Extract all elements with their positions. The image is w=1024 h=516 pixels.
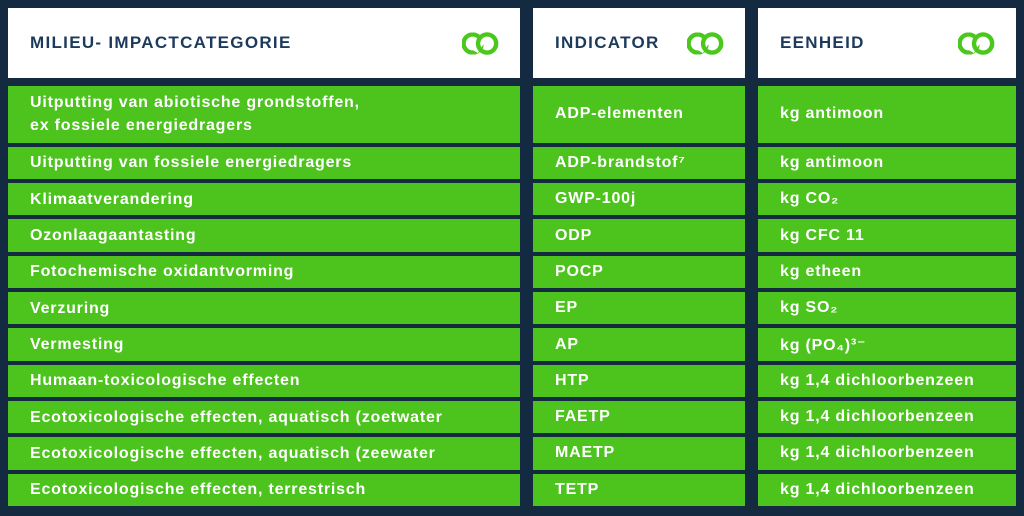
table-row: Verzuring EP kg SO₂: [8, 292, 1016, 325]
category-cell: Ozonlaagaantasting: [8, 219, 520, 252]
table-row: Ecotoxicologische effecten, aquatisch (z…: [8, 437, 1016, 470]
header-cell-eenheid: EENHEID: [758, 8, 1016, 78]
header-label-milieu-impactcategorie: MILIEU- IMPACTCATEGORIE: [30, 33, 292, 52]
indicator-cell: TETP: [533, 473, 745, 506]
indicator-cell: GWP-100j: [533, 183, 745, 216]
table-row: Humaan-toxicologische effecten HTP kg 1,…: [8, 364, 1016, 397]
indicator-cell: FAETP: [533, 400, 745, 434]
indicator-cell: ADP-elementen: [533, 86, 745, 143]
unit-cell: kg 1,4 dichloorbenzeen: [758, 473, 1016, 506]
table-row: Klimaatverandering GWP-100j kg CO₂: [8, 183, 1016, 216]
unit-cell: kg CFC 11: [758, 219, 1016, 252]
category-cell: Klimaatverandering: [8, 183, 520, 216]
indicator-cell: POCP: [533, 255, 745, 289]
unit-cell: kg 1,4 dichloorbenzeen: [758, 364, 1016, 397]
unit-cell: kg etheen: [758, 255, 1016, 289]
unit-cell: kg 1,4 dichloorbenzeen: [758, 400, 1016, 434]
infinity-icon: [957, 31, 995, 55]
infinity-icon: [461, 31, 499, 55]
category-cell: Ecotoxicologische effecten, terrestrisch: [8, 473, 520, 506]
table-row: Uitputting van abiotische grondstoffen, …: [8, 86, 1016, 143]
indicator-cell: AP: [533, 328, 745, 361]
table-row: Uitputting van fossiele energiedragers A…: [8, 146, 1016, 180]
unit-cell: kg CO₂: [758, 183, 1016, 216]
table-row: Fotochemische oxidantvorming POCP kg eth…: [8, 255, 1016, 289]
indicator-cell: EP: [533, 292, 745, 325]
unit-cell: kg antimoon: [758, 86, 1016, 143]
indicator-cell: MAETP: [533, 437, 745, 470]
category-cell: Uitputting van fossiele energiedragers: [8, 146, 520, 180]
table-row: Vermesting AP kg (PO₄)³⁻: [8, 328, 1016, 361]
infinity-icon: [686, 31, 724, 55]
header-cell-indicator: INDICATOR: [533, 8, 745, 78]
indicator-cell: ADP-brandstof⁷: [533, 146, 745, 180]
header-label-eenheid: EENHEID: [780, 33, 865, 52]
unit-cell: kg (PO₄)³⁻: [758, 328, 1016, 361]
category-cell: Verzuring: [8, 292, 520, 325]
table-row: Ozonlaagaantasting ODP kg CFC 11: [8, 219, 1016, 252]
header-cell-milieu-impactcategorie: MILIEU- IMPACTCATEGORIE: [8, 8, 520, 78]
table-row: Ecotoxicologische effecten, terrestrisch…: [8, 473, 1016, 506]
indicator-cell: ODP: [533, 219, 745, 252]
unit-cell: kg antimoon: [758, 146, 1016, 180]
category-cell: Fotochemische oxidantvorming: [8, 255, 520, 289]
table-body: Uitputting van abiotische grondstoffen, …: [8, 86, 1016, 506]
indicator-cell: HTP: [533, 364, 745, 397]
table-row: Ecotoxicologische effecten, aquatisch (z…: [8, 400, 1016, 434]
category-cell: Uitputting van abiotische grondstoffen, …: [8, 86, 520, 143]
category-cell: Humaan-toxicologische effecten: [8, 364, 520, 397]
table-header-row: MILIEU- IMPACTCATEGORIE INDICATOR: [8, 8, 1016, 78]
category-cell: Vermesting: [8, 328, 520, 361]
category-cell: Ecotoxicologische effecten, aquatisch (z…: [8, 400, 520, 434]
header-label-indicator: INDICATOR: [555, 33, 660, 52]
category-cell: Ecotoxicologische effecten, aquatisch (z…: [8, 437, 520, 470]
unit-cell: kg 1,4 dichloorbenzeen: [758, 437, 1016, 470]
unit-cell: kg SO₂: [758, 292, 1016, 325]
